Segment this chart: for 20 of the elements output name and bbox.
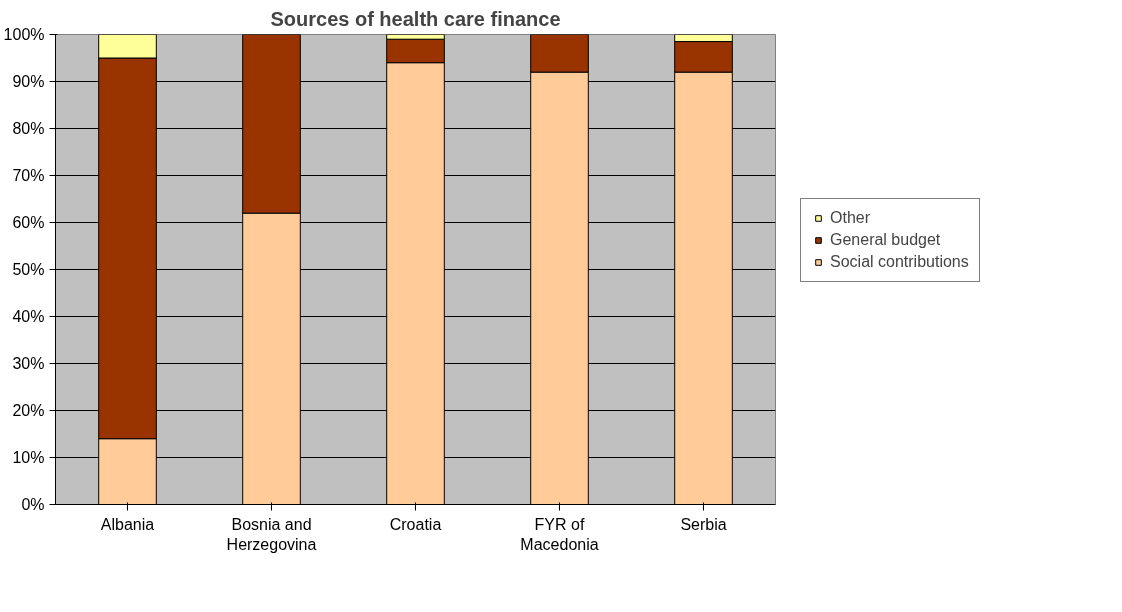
y-tick-label: 30% <box>12 355 45 372</box>
x-tick-label: Serbia <box>680 515 727 533</box>
y-tick-label: 10% <box>12 449 45 466</box>
x-tick-label: Croatia <box>389 515 442 533</box>
y-tick-label: 40% <box>12 308 45 325</box>
legend-label: General budget <box>830 230 941 249</box>
x-tick-label: Bosnia and Herzegovina <box>226 515 317 553</box>
y-tick-label: 0% <box>21 496 45 513</box>
x-tick-label: Albania <box>100 515 155 533</box>
chart-title: Sources of health care finance <box>270 7 561 30</box>
legend-label: Social contributions <box>830 252 969 271</box>
x-tick-label: FYR of Macedonia <box>520 515 599 553</box>
y-tick-label: 90% <box>12 73 45 90</box>
y-tick-label: 70% <box>12 167 45 184</box>
y-tick-label: 20% <box>12 402 45 419</box>
y-tick-label: 100% <box>3 26 45 43</box>
y-tick-label: 50% <box>12 261 45 278</box>
y-tick-label: 60% <box>12 214 45 231</box>
legend-label: Other <box>830 208 871 227</box>
y-tick-label: 80% <box>12 120 45 137</box>
